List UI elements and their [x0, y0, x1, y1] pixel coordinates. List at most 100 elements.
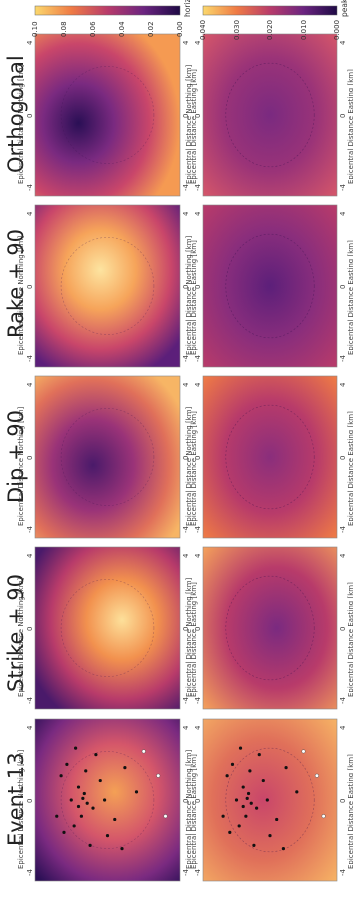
tick-label: 0 [339, 284, 347, 289]
tick-label: 4 [182, 211, 190, 216]
tick-label: 4 [194, 725, 202, 730]
tick-label: -4 [26, 697, 34, 704]
event-marker [314, 773, 319, 778]
station-marker [85, 801, 89, 805]
contour-top [60, 66, 155, 164]
ylabel: Epicentral Distance Northing [km] [185, 749, 193, 869]
station-marker [257, 753, 261, 757]
station-marker [284, 766, 288, 770]
tick-label: 4 [339, 40, 347, 45]
station-marker [69, 798, 73, 802]
station-marker [248, 769, 252, 773]
station-marker [76, 785, 81, 789]
ylabel: Epicentral Distance Northing [km] [17, 235, 25, 355]
station-marker [84, 769, 88, 773]
tick-label: 0 [339, 798, 347, 803]
station-marker [113, 817, 117, 822]
station-marker [252, 843, 256, 847]
tick-label: 4 [26, 725, 34, 730]
station-marker [103, 798, 107, 802]
colorbar-tick: 0.08 [60, 21, 68, 37]
colorbar-tick: 0.000 [333, 19, 341, 40]
ylabel: Epicentral Distance Northing [km] [17, 577, 25, 697]
colorbar-top [34, 5, 181, 16]
ylabel: Epicentral Distance Northing [km] [185, 64, 193, 184]
tick-label: -4 [339, 184, 347, 191]
station-marker [98, 778, 102, 783]
tick-label: 4 [194, 40, 202, 45]
contour-top [60, 408, 155, 506]
ylabel: Epicentral Distance Northing [km] [185, 406, 193, 526]
tick-label: 4 [182, 725, 190, 730]
tick-label: 0 [339, 626, 347, 631]
tick-label: -4 [182, 526, 190, 533]
station-marker [261, 778, 265, 783]
tick-label: 0 [339, 113, 347, 118]
station-marker [295, 790, 299, 794]
ylabel: Epicentral Distance Northing [km] [17, 749, 25, 869]
station-marker [268, 834, 272, 838]
station-marker [94, 753, 98, 757]
station-marker [241, 785, 245, 789]
tick-label: 4 [26, 553, 34, 558]
station-marker [81, 796, 85, 800]
contour-bottom [225, 575, 315, 681]
station-marker [65, 762, 69, 766]
colorbar-tick: 0.00 [176, 21, 184, 37]
tick-label: -4 [194, 355, 202, 362]
station-marker [91, 806, 95, 810]
heatmap-cell-top [34, 718, 181, 882]
tick-label: 4 [339, 553, 347, 558]
station-marker [249, 801, 253, 805]
contour-bottom [225, 747, 315, 853]
xlabel: Epicentral Distance Easting [km] [347, 754, 353, 869]
xlabel: Epicentral Distance Easting [km] [347, 582, 353, 697]
heatmap-cell-bottom [202, 33, 338, 197]
tick-label: -4 [194, 526, 202, 533]
tick-label: -4 [339, 697, 347, 704]
station-marker [120, 847, 124, 851]
xlabel: Epicentral Distance Easting [km] [347, 69, 353, 184]
station-marker [228, 830, 232, 835]
event-marker [321, 814, 326, 819]
station-marker [241, 804, 245, 809]
tick-label: 4 [182, 382, 190, 387]
tick-label: -4 [339, 869, 347, 876]
station-marker [275, 817, 279, 822]
station-marker [59, 774, 63, 778]
station-marker [134, 790, 139, 794]
ylabel: Epicentral Distance Northing [km] [185, 235, 193, 355]
station-marker [246, 791, 251, 796]
contour-bottom [225, 404, 315, 510]
station-marker [105, 834, 110, 838]
tick-label: 0 [26, 455, 34, 460]
tick-label: -4 [26, 526, 34, 533]
tick-label: -4 [194, 184, 202, 191]
tick-label: -4 [339, 526, 347, 533]
station-marker [72, 824, 76, 828]
colorbar-tick: 0.04 [118, 21, 126, 37]
tick-label: 0 [26, 798, 34, 803]
tick-label: -4 [26, 869, 34, 876]
tick-label: 4 [339, 211, 347, 216]
heatmap-cell-top [34, 33, 181, 197]
heatmap-cell-top [34, 546, 181, 710]
station-marker [255, 806, 259, 810]
ylabel: Epicentral Distance Northing [km] [17, 64, 25, 184]
contour-top [60, 237, 155, 335]
station-marker [74, 746, 78, 750]
tick-label: -4 [194, 869, 202, 876]
contour-top [60, 579, 155, 677]
tick-label: 0 [339, 455, 347, 460]
tick-label: 0 [26, 284, 34, 289]
heatmap-cell-bottom [202, 718, 338, 882]
station-marker [62, 830, 66, 835]
station-marker [245, 796, 249, 800]
xlabel: Epicentral Distance Easting [km] [347, 240, 353, 355]
tick-label: 0 [26, 113, 34, 118]
tick-label: -4 [194, 697, 202, 704]
station-marker [76, 804, 81, 809]
tick-label: -4 [182, 184, 190, 191]
station-marker [88, 843, 92, 847]
